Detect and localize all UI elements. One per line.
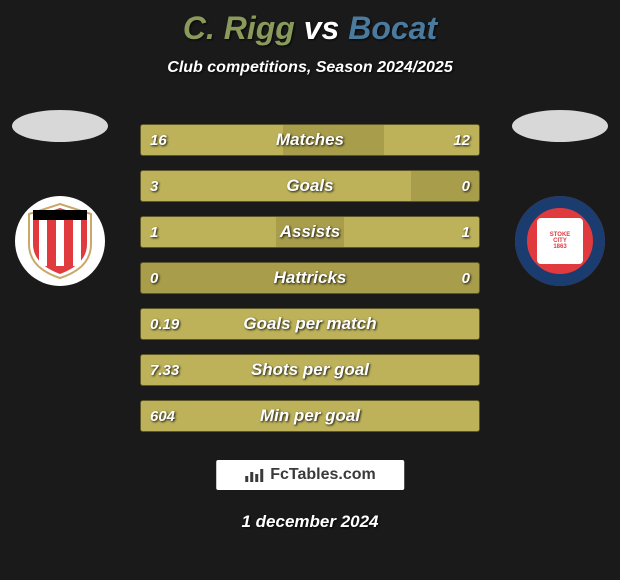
player1-silhouette bbox=[12, 110, 108, 142]
bar-row: Assists1 1 bbox=[140, 216, 480, 248]
player1-name: C. Rigg bbox=[183, 10, 295, 46]
bar-row: Min per goal604 bbox=[140, 400, 480, 432]
club-badge-stoke: STOKE CITY 1863 bbox=[515, 196, 605, 286]
chart-icon bbox=[244, 467, 264, 483]
bar-label: Min per goal bbox=[140, 400, 480, 432]
bar-value-left: 0 bbox=[140, 262, 168, 294]
bar-value-left: 7.33 bbox=[140, 354, 189, 386]
bar-row: Shots per goal7.33 bbox=[140, 354, 480, 386]
bar-value-right: 0 bbox=[452, 262, 480, 294]
bar-value-left: 0.19 bbox=[140, 308, 189, 340]
player1-column bbox=[10, 110, 110, 286]
page-title: C. Rigg vs Bocat bbox=[0, 0, 620, 47]
bar-row: Goals3 0 bbox=[140, 170, 480, 202]
bar-value-left: 604 bbox=[140, 400, 185, 432]
bar-label: Hattricks bbox=[140, 262, 480, 294]
bar-label: Shots per goal bbox=[140, 354, 480, 386]
bar-row: Matches16 12 bbox=[140, 124, 480, 156]
stoke-inner: STOKE CITY 1863 bbox=[537, 218, 583, 264]
fctables-text: FcTables.com bbox=[270, 466, 376, 484]
subtitle: Club competitions, Season 2024/2025 bbox=[0, 59, 620, 77]
bar-row: Goals per match0.19 bbox=[140, 308, 480, 340]
bar-value-right: 0 bbox=[452, 170, 480, 202]
bar-label: Matches bbox=[140, 124, 480, 156]
fctables-logo: FcTables.com bbox=[216, 460, 404, 490]
bar-label: Assists bbox=[140, 216, 480, 248]
sunderland-crest-icon bbox=[25, 202, 95, 280]
bar-label: Goals per match bbox=[140, 308, 480, 340]
bar-value-right: 12 bbox=[443, 124, 480, 156]
bar-row: Hattricks0 0 bbox=[140, 262, 480, 294]
bars-container: Matches1612Goals30Assists11Hattricks00Go… bbox=[140, 124, 480, 446]
player2-silhouette bbox=[512, 110, 608, 142]
bar-value-right: 1 bbox=[452, 216, 480, 248]
player2-column: STOKE CITY 1863 bbox=[510, 110, 610, 286]
club-badge-sunderland bbox=[15, 196, 105, 286]
bar-value-left: 3 bbox=[140, 170, 168, 202]
vs-text: vs bbox=[304, 10, 340, 46]
player2-name: Bocat bbox=[348, 10, 437, 46]
comparison-chart: STOKE CITY 1863 Matches16 12 Goals3 0 Assist… bbox=[0, 110, 620, 450]
footer-date: 1 december 2024 bbox=[0, 512, 620, 532]
bar-label: Goals bbox=[140, 170, 480, 202]
bar-value-left: 16 bbox=[140, 124, 177, 156]
bar-value-left: 1 bbox=[140, 216, 168, 248]
stoke-text-bot: 1863 bbox=[553, 244, 566, 250]
